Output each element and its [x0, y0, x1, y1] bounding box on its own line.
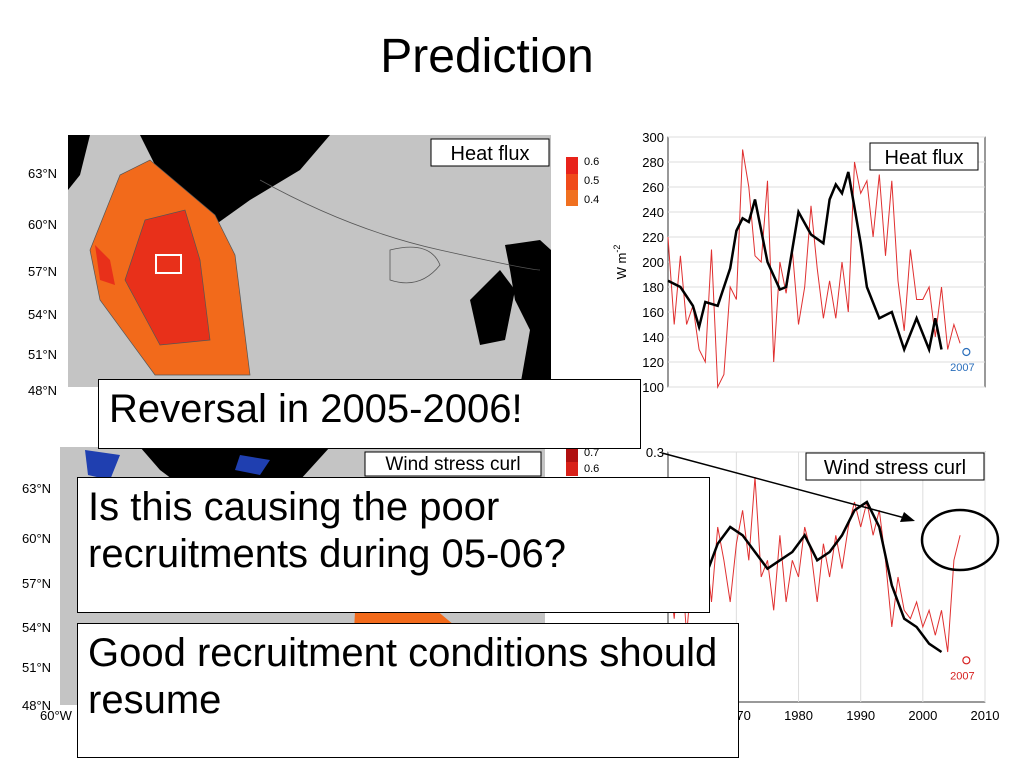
map-label-box — [430, 138, 550, 167]
colorbar-swatch — [566, 174, 578, 190]
y-axis-label: W m-2 — [612, 245, 629, 280]
callout: Reversal in 2005-2006! — [98, 379, 641, 449]
y-tick-label: 180 — [642, 280, 664, 295]
slide-title: Prediction — [380, 30, 593, 83]
latitude-label: 57°N — [28, 264, 57, 279]
prediction-label: 2007 — [950, 362, 974, 374]
map-label: Heat flux — [451, 143, 530, 165]
series-line — [667, 500, 943, 654]
latitude-label: 60°N — [28, 217, 57, 232]
chart-label: Wind stress curl — [824, 457, 966, 479]
callout: Is this causing the poor recruitments du… — [77, 477, 710, 613]
study-box — [155, 254, 182, 274]
colorbar-swatch — [566, 462, 578, 476]
x-tick-label: 1990 — [846, 708, 875, 723]
latitude-label: 48°N — [22, 698, 51, 713]
colorbar-label: 0.6 — [584, 156, 599, 168]
map-label-box — [364, 451, 542, 477]
map-label: Wind stress curl — [385, 454, 520, 475]
latitude-label: 54°N — [22, 620, 51, 635]
latitude-label: 57°N — [22, 576, 51, 591]
callout: Good recruitment conditions should resum… — [77, 623, 739, 758]
land — [68, 135, 90, 190]
y-tick-label: 120 — [642, 355, 664, 370]
y-tick-label: 160 — [642, 305, 664, 320]
y-tick-label: 200 — [642, 255, 664, 270]
prediction-point — [962, 656, 971, 665]
contour — [259, 179, 541, 271]
latitude-label: 54°N — [28, 307, 57, 322]
y-tick-label: 0.3 — [646, 445, 664, 460]
y-tick-label: 220 — [642, 230, 664, 245]
x-tick-label: 1980 — [784, 708, 813, 723]
colorbar-swatch — [566, 157, 578, 174]
arrow-head — [900, 512, 915, 522]
land — [470, 270, 515, 345]
series-line — [667, 476, 961, 653]
colorbar-label: 0.5 — [584, 175, 599, 187]
x-tick-label: 2010 — [971, 708, 1000, 723]
colorbar-label: 0.6 — [584, 463, 599, 475]
prediction-point — [962, 347, 971, 357]
y-axis-label-unit: W m — [614, 253, 629, 280]
y-tick-label: 140 — [642, 330, 664, 345]
y-tick-label: 240 — [642, 205, 664, 220]
region — [124, 209, 211, 346]
prediction-label: 2007 — [950, 670, 974, 682]
colorbar-label: 0.4 — [584, 194, 599, 206]
latitude-label: 48°N — [28, 383, 57, 398]
colorbar-swatch — [566, 190, 578, 206]
y-tick-label: 260 — [642, 180, 664, 195]
colorbar-label: 0.7 — [584, 447, 599, 459]
longitude-label: 60°W — [40, 708, 73, 723]
chart-label-box — [869, 142, 979, 171]
series-line — [667, 171, 943, 354]
latitude-label: 63°N — [22, 481, 51, 496]
land — [505, 240, 551, 387]
x-tick-label: 2000 — [908, 708, 937, 723]
contour — [389, 246, 441, 284]
region — [95, 245, 115, 285]
arrow — [661, 452, 906, 519]
colorbar-swatch — [566, 448, 578, 462]
highlight-circle — [920, 508, 1000, 572]
latitude-label: 60°N — [22, 531, 51, 546]
y-axis-label-exponent: -2 — [612, 245, 622, 253]
y-tick-label: 300 — [642, 130, 664, 145]
y-tick-label: 280 — [642, 155, 664, 170]
chart-label-box — [805, 452, 985, 481]
map-heat-flux: Heat flux 0.6 0.5 0.4 — [68, 135, 599, 387]
y-tick-label: 100 — [642, 380, 664, 395]
region — [85, 450, 120, 480]
latitude-label: 63°N — [28, 166, 57, 181]
latitude-label: 51°N — [28, 347, 57, 362]
line-chart: 100 120 140 160 180 200 220 240 260 280 300 2007 Hea… — [612, 130, 986, 395]
latitude-label: 51°N — [22, 660, 51, 675]
region — [235, 455, 270, 475]
chart-label: Heat flux — [885, 147, 964, 169]
